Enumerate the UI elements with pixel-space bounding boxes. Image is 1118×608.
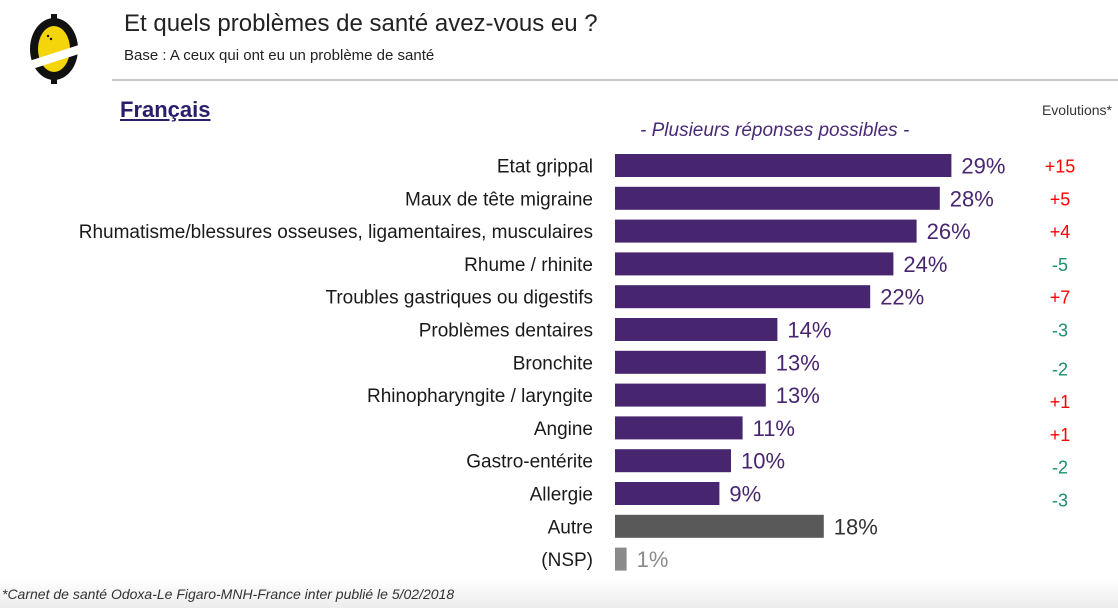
evolution-label: -5 <box>1052 255 1068 275</box>
bar <box>615 514 824 538</box>
evolution-label: +15 <box>1045 157 1076 177</box>
bar <box>615 285 871 309</box>
evolution-label: +1 <box>1050 392 1071 412</box>
bar <box>615 449 731 473</box>
evolution-label: -3 <box>1052 491 1068 511</box>
multiple-answers-note: - Plusieurs réponses possibles - <box>640 120 910 141</box>
value-label: 1% <box>637 547 669 572</box>
value-label: 13% <box>776 350 820 375</box>
category-label: Gastro-entérite <box>466 452 593 473</box>
page-subtitle: Base : A ceux qui ont eu un problème de … <box>124 47 435 64</box>
category-label: Rhume / rhinite <box>464 255 593 276</box>
category-label: Rhinopharyngite / laryngite <box>367 386 593 407</box>
bar <box>615 318 778 341</box>
bar <box>615 383 766 407</box>
evolution-label: +4 <box>1050 222 1071 242</box>
group-title: Français <box>120 97 211 122</box>
bar <box>615 547 627 571</box>
category-label: (NSP) <box>541 550 593 571</box>
bar <box>615 350 766 374</box>
page-title: Et quels problèmes de santé avez-vous eu… <box>124 10 598 37</box>
category-label: Troubles gastriques ou digestifs <box>325 288 593 309</box>
bar <box>615 219 917 243</box>
value-label: 24% <box>903 252 947 277</box>
evolutions-header: Evolutions* <box>1041 102 1112 118</box>
footer: *Carnet de santé Odoxa-Le Figaro-MNH-Fra… <box>0 579 1118 608</box>
value-label: 18% <box>834 514 878 539</box>
category-label: Bronchite <box>513 353 593 374</box>
value-label: 10% <box>741 449 785 474</box>
bar <box>615 252 894 276</box>
header-divider <box>112 79 1118 81</box>
evolution-label: +1 <box>1050 425 1071 445</box>
category-label: Problèmes dentaires <box>419 321 593 342</box>
value-label: 26% <box>927 219 971 244</box>
evolution-label: -2 <box>1052 458 1068 478</box>
bar <box>615 154 952 177</box>
category-label: Autre <box>548 517 593 538</box>
odoxa-logo-icon <box>26 14 82 84</box>
value-label: 9% <box>729 482 761 507</box>
category-label: Rhumatisme/blessures osseuses, ligamenta… <box>79 222 593 243</box>
category-label: Allergie <box>530 485 593 506</box>
value-label: 13% <box>776 383 820 408</box>
footer-source: *Carnet de santé Odoxa-Le Figaro-MNH-Fra… <box>2 586 455 602</box>
bar <box>615 186 940 210</box>
value-label: 11% <box>753 416 795 441</box>
category-label: Etat grippal <box>497 157 593 178</box>
evolution-label: +7 <box>1050 288 1071 308</box>
bar <box>615 416 743 440</box>
evolution-label: +5 <box>1050 189 1071 209</box>
value-label: 14% <box>787 318 831 343</box>
value-label: 22% <box>880 285 924 310</box>
evolution-label: -2 <box>1052 359 1068 379</box>
bar <box>615 482 720 505</box>
evolution-label: -3 <box>1052 321 1068 341</box>
category-label: Angine <box>534 419 593 440</box>
category-label: Maux de tête migraine <box>405 189 593 210</box>
value-label: 28% <box>950 186 994 211</box>
value-label: 29% <box>961 154 1005 179</box>
